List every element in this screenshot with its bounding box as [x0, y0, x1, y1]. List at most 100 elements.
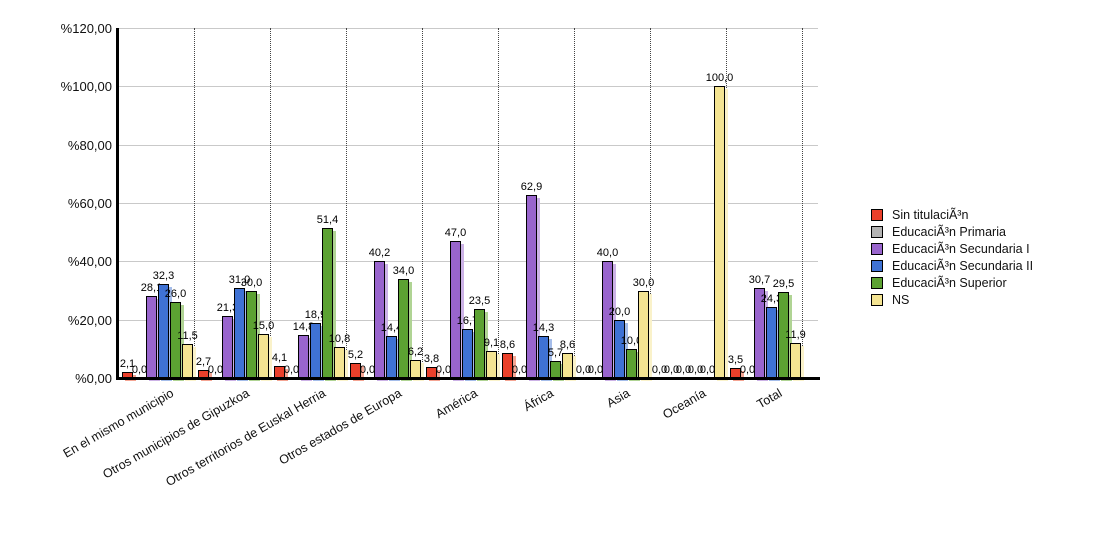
bar-value-label: 3,8: [423, 352, 440, 365]
bar-value-label: 47,0: [444, 226, 467, 239]
legend-item: EducaciÃ³n Primaria: [871, 223, 1033, 240]
gridline: [118, 319, 818, 321]
category-label: Asia: [603, 386, 632, 411]
bar: [550, 361, 561, 378]
bar: [298, 334, 309, 378]
bar-value-label: 28,1: [140, 282, 163, 295]
y-tick-label: %120,00: [60, 21, 112, 36]
legend-item: EducaciÃ³n Secundaria I: [871, 240, 1033, 257]
bar: [374, 260, 385, 378]
bar-value-label: 20,0: [608, 305, 631, 318]
y-tick-label: %80,00: [67, 137, 112, 153]
group-separator: [498, 28, 499, 378]
bar-value-label: 0,0: [587, 364, 604, 376]
bar-value-label: 40,2: [368, 246, 391, 259]
group-separator: [270, 28, 271, 378]
bar-value-label: 14,4: [380, 322, 403, 334]
y-tick-label: %60,00: [67, 196, 112, 211]
bar-value-label: 0,0: [207, 364, 224, 376]
bar-value-label: 24,3: [760, 293, 783, 306]
bar-value-label: 0,0: [435, 364, 452, 376]
bar-value-label: 0,0: [283, 364, 300, 376]
bar-value-label: 16,7: [456, 315, 479, 328]
bar-value-label: 29,5: [772, 277, 795, 290]
category-label: Otros municipios de Gipuzkoa: [100, 386, 252, 482]
bar-value-label: 21,3: [216, 301, 239, 314]
category-label: África: [521, 386, 556, 415]
y-tick-label: %100,00: [60, 79, 112, 95]
y-tick-label: %40,00: [67, 254, 112, 270]
bar-value-label: 4,1: [271, 352, 288, 365]
group-separator: [726, 28, 727, 378]
bar-value-label: 31,0: [228, 273, 251, 286]
bar-value-label: 0,0: [675, 364, 692, 376]
group-separator: [650, 28, 651, 378]
bar-value-label: 0,0: [359, 364, 376, 376]
bar: [614, 319, 625, 378]
bar: [790, 343, 801, 378]
bar-value-label: 30,0: [632, 276, 655, 289]
x-axis-line: [116, 377, 820, 380]
category-label: Oceanía: [660, 386, 708, 422]
bar: [562, 352, 573, 378]
legend-swatch-icon: [871, 276, 883, 289]
category-label: Otros estados de Europa: [276, 386, 404, 468]
bar-value-label: 6,2: [407, 345, 424, 358]
bar: [486, 351, 497, 378]
bar-value-label: 0,0: [511, 364, 528, 376]
bar-value-label: 0,0: [131, 364, 148, 376]
legend-label: EducaciÃ³n Superior: [892, 275, 1007, 290]
legend-label: EducaciÃ³n Secundaria I: [892, 241, 1030, 256]
bar-value-label: 32,3: [152, 269, 175, 282]
bar-value-label: 2,1: [119, 357, 136, 370]
bar-value-label: 26,0: [164, 288, 187, 301]
legend-item: EducaciÃ³n Secundaria II: [871, 257, 1033, 274]
bar-value-label: 0,0: [687, 364, 704, 376]
bar-value-label: 62,9: [520, 180, 543, 193]
bar-value-label: 10,0: [620, 334, 643, 347]
gridline: [118, 203, 818, 204]
legend-label: EducaciÃ³n Primaria: [892, 224, 1006, 239]
bar: [714, 86, 725, 378]
gridline: [118, 28, 818, 29]
legend-swatch-icon: [871, 259, 883, 272]
legend-label: EducaciÃ³n Secundaria II: [892, 258, 1034, 273]
bar-value-label: 51,4: [316, 214, 339, 227]
bar-value-label: 100,0: [705, 72, 734, 85]
category-label: América: [433, 386, 480, 422]
bar: [258, 334, 269, 378]
bar-value-label: 11,9: [785, 329, 806, 342]
bar-value-label: 15,0: [252, 320, 275, 333]
bar: [450, 240, 461, 378]
group-separator: [422, 28, 423, 378]
bar: [234, 287, 245, 378]
legend: Sin titulaciÃ³n EducaciÃ³n Primaria Educac…: [871, 206, 1033, 308]
bar: [222, 315, 233, 378]
bar: [246, 290, 257, 378]
bar-value-label: 0,0: [575, 364, 592, 376]
bar-value-label: 0,0: [663, 364, 680, 376]
gridline: [118, 144, 818, 146]
bar: [398, 278, 409, 378]
bar: [182, 344, 193, 378]
bar-value-label: 30,0: [240, 276, 263, 289]
legend-swatch-icon: [871, 242, 883, 255]
y-tick-label: %0,00: [75, 371, 112, 386]
bar-value-label: 8,6: [499, 338, 516, 351]
y-axis-line: [116, 28, 119, 380]
bar: [766, 307, 777, 378]
bar-value-label: 14,8: [292, 320, 315, 333]
legend-item: EducaciÃ³n Superior: [871, 274, 1033, 291]
legend-item: Sin titulaciÃ³n: [871, 206, 1033, 223]
bar-value-label: 2,7: [195, 356, 212, 369]
gridline: [118, 86, 818, 88]
bar-value-label: 8,6: [559, 338, 576, 351]
bar-value-label: 34,0: [392, 264, 415, 277]
group-separator: [574, 28, 575, 378]
bar: [410, 359, 421, 378]
bar-value-label: 23,5: [468, 295, 491, 308]
bar-value-label: 5,2: [347, 348, 364, 361]
group-separator: [194, 28, 195, 378]
bar: [626, 348, 637, 378]
